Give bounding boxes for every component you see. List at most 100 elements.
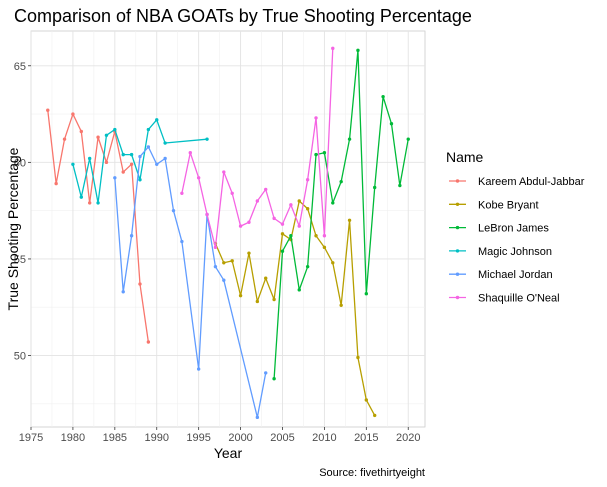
data-point xyxy=(121,152,125,157)
data-point xyxy=(146,340,151,344)
data-point xyxy=(314,152,318,157)
data-point xyxy=(71,162,75,166)
data-point xyxy=(196,367,201,371)
data-point xyxy=(129,152,134,157)
data-point xyxy=(188,150,192,155)
series-kareem-abdul-jabbar xyxy=(46,108,151,344)
data-point xyxy=(96,135,100,139)
data-point xyxy=(322,245,327,250)
y-tick-label: 55 xyxy=(14,254,26,266)
series-shaquille-o-neal xyxy=(180,46,335,250)
data-point xyxy=(305,207,310,211)
x-tick-label: 2005 xyxy=(270,432,294,444)
data-point xyxy=(255,199,260,203)
data-point xyxy=(381,94,385,99)
data-point xyxy=(230,191,234,195)
legend-label: Kobe Bryant xyxy=(478,199,539,211)
data-point xyxy=(104,160,109,165)
legend-item: Kareem Abdul-Jabbar xyxy=(449,176,585,188)
data-point xyxy=(238,293,243,298)
data-point xyxy=(205,212,209,217)
data-point xyxy=(138,282,142,286)
legend-key-point xyxy=(455,179,460,183)
data-point xyxy=(247,251,251,255)
series-layer xyxy=(46,46,410,420)
legend-label: LeBron James xyxy=(478,223,549,235)
x-tick-label: 1980 xyxy=(61,432,85,444)
data-point xyxy=(222,278,226,282)
data-point xyxy=(264,371,268,375)
legend-key-point xyxy=(455,249,460,253)
legend-item: Kobe Bryant xyxy=(449,199,539,211)
data-point xyxy=(331,201,335,205)
data-point xyxy=(297,288,301,292)
data-point xyxy=(121,170,125,174)
y-axis-title: True Shooting Percentage xyxy=(5,147,21,310)
data-point xyxy=(305,178,310,182)
data-point xyxy=(129,234,134,238)
data-point xyxy=(406,137,410,141)
data-point xyxy=(138,154,142,159)
legend-key-point xyxy=(455,225,460,230)
legend: Kareem Abdul-Jabbar Kobe Bryant LeBron Jam… xyxy=(449,176,585,305)
x-axis: 1975 1980 1985 1990 1995 2000 2005 2010 2015 2020 xyxy=(19,427,420,444)
data-point xyxy=(255,299,260,304)
data-point xyxy=(280,222,285,226)
data-point xyxy=(62,137,67,141)
data-point xyxy=(322,234,327,238)
data-point xyxy=(389,122,394,126)
data-point xyxy=(247,220,251,224)
data-point xyxy=(205,137,209,141)
data-point xyxy=(264,276,268,280)
data-point xyxy=(79,129,83,134)
data-point xyxy=(398,183,402,188)
y-tick-label: 60 xyxy=(14,157,26,169)
data-point xyxy=(347,137,352,141)
data-point xyxy=(163,156,167,161)
data-point xyxy=(180,191,184,195)
y-axis: 50 55 60 65 xyxy=(14,61,31,363)
data-point xyxy=(129,162,134,166)
data-point xyxy=(96,201,100,205)
series-lebron-james xyxy=(272,48,410,381)
data-point xyxy=(364,398,369,402)
data-point xyxy=(238,224,243,228)
series-magic-johnson xyxy=(71,118,209,205)
legend-key-point xyxy=(455,202,460,206)
data-point xyxy=(113,127,117,132)
data-point xyxy=(289,234,293,238)
data-point xyxy=(297,224,301,228)
data-point xyxy=(322,150,327,155)
data-point xyxy=(87,201,92,205)
data-point xyxy=(138,178,142,182)
data-point xyxy=(272,377,276,381)
data-point xyxy=(213,245,218,250)
x-tick-label: 2000 xyxy=(228,432,252,444)
data-point xyxy=(364,292,369,296)
legend-label: Shaquille O'Neal xyxy=(478,293,560,305)
data-point xyxy=(264,187,268,192)
data-point xyxy=(356,355,360,360)
data-point xyxy=(331,261,335,265)
chart-caption: Source: fivethirtyeight xyxy=(319,467,425,479)
data-point xyxy=(46,108,50,112)
data-point xyxy=(272,216,276,221)
legend-key-point xyxy=(455,272,460,276)
data-point xyxy=(297,199,301,203)
data-point xyxy=(347,218,352,223)
data-point xyxy=(289,203,293,207)
data-point xyxy=(305,264,310,269)
legend-item: Michael Jordan xyxy=(449,269,553,281)
data-point xyxy=(230,259,234,263)
data-point xyxy=(121,290,125,294)
series-line xyxy=(214,200,376,416)
data-point xyxy=(339,179,343,184)
x-tick-label: 1975 xyxy=(19,432,43,444)
data-point xyxy=(373,413,377,418)
series-michael-jordan xyxy=(113,145,268,420)
data-point xyxy=(339,303,343,308)
x-tick-label: 1995 xyxy=(186,432,210,444)
data-point xyxy=(155,162,159,166)
chart-title: Comparison of NBA GOATs by True Shooting… xyxy=(14,6,472,26)
